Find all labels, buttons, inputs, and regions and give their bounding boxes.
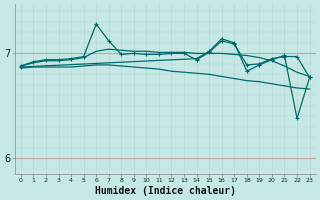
X-axis label: Humidex (Indice chaleur): Humidex (Indice chaleur) (95, 186, 236, 196)
